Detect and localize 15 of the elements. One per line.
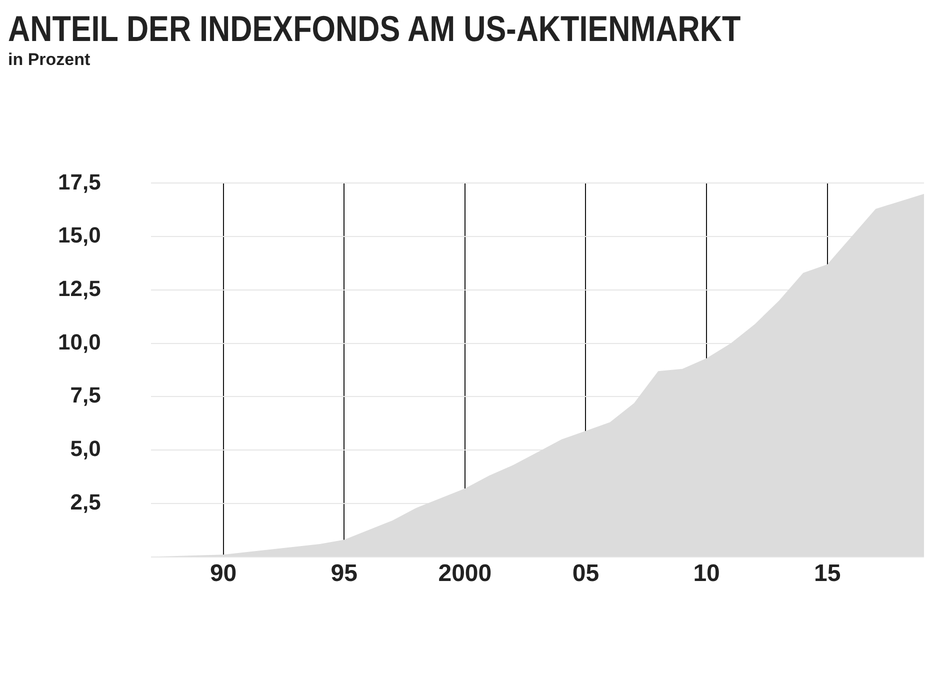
y-tick-label: 2,5 <box>70 489 101 514</box>
y-tick-label: 15,0 <box>58 222 101 248</box>
x-tick-label: 2000 <box>438 560 492 587</box>
y-tick-label: 17,5 <box>58 169 101 194</box>
chart-subtitle: in Prozent <box>8 50 92 70</box>
chart-title: ANTEIL DER INDEXFONDS AM US-AKTIENMARKT <box>8 8 742 50</box>
y-tick-label: 5,0 <box>70 436 101 462</box>
y-tick-label: 7,5 <box>70 382 101 408</box>
x-tick-label: 95 <box>330 560 358 587</box>
y-tick-label: 12,5 <box>58 276 101 302</box>
y-tick-label: 10,0 <box>58 329 101 354</box>
x-tick-label: 15 <box>814 560 841 587</box>
x-tick-label: 90 <box>210 560 237 587</box>
x-tick-label: 05 <box>572 560 600 587</box>
x-tick-label: 10 <box>693 560 720 587</box>
